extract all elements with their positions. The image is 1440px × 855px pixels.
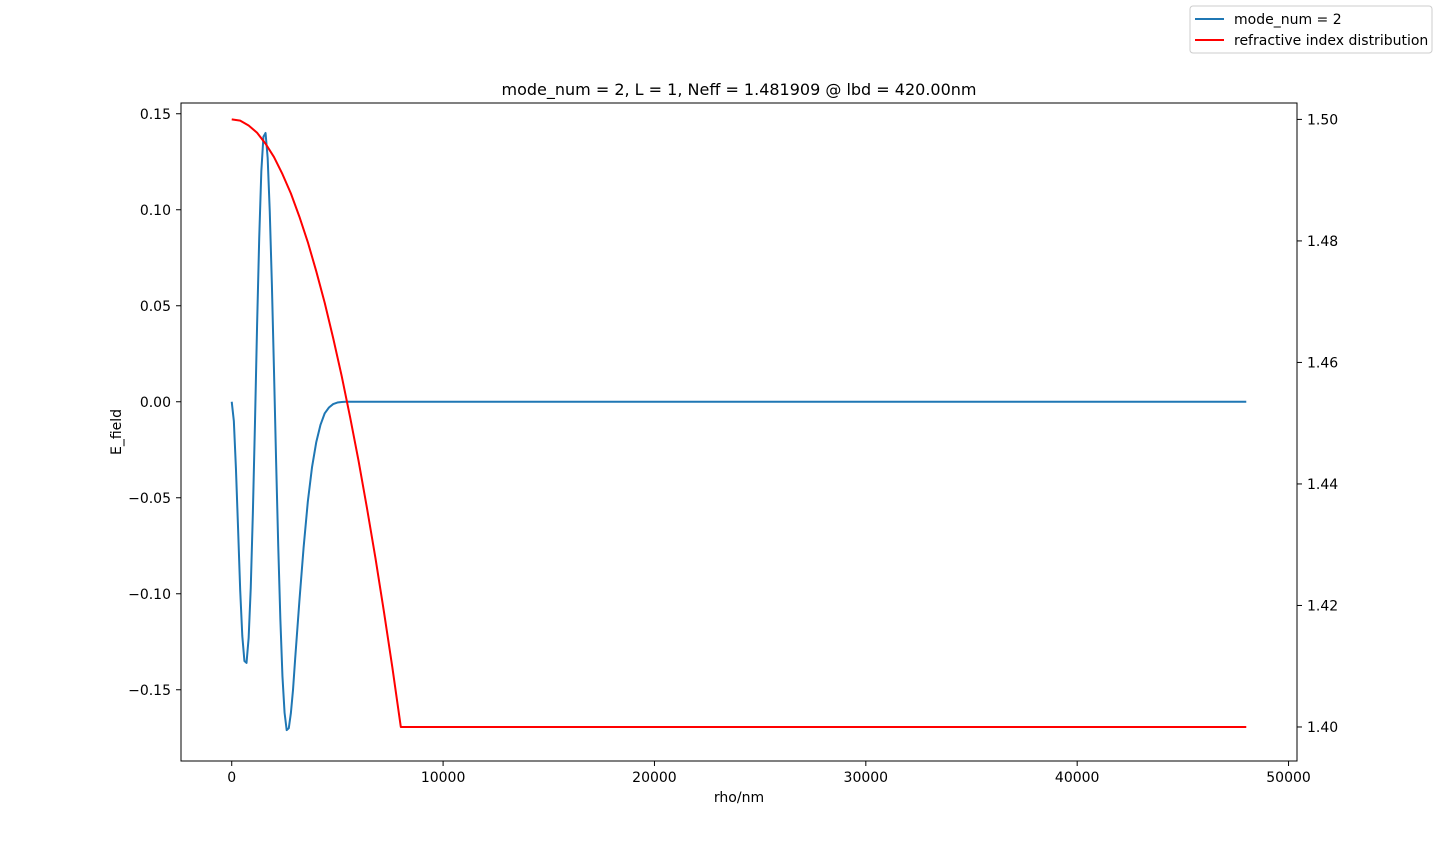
x-tick-label: 30000 — [844, 770, 889, 786]
x-tick-label: 40000 — [1055, 770, 1100, 786]
plot-area — [180, 102, 1298, 762]
series-line-2 — [231, 118, 1247, 728]
y-tick-label: −0.10 — [128, 587, 171, 603]
y2-tick-label: 1.50 — [1307, 112, 1338, 128]
y-tick-label: 0.05 — [140, 299, 171, 315]
y-axis-left: −0.15 −0.10 −0.05 0.00 0.05 0.10 0.15 — [128, 107, 181, 699]
chart-title: mode_num = 2, L = 1, Neff = 1.481909 @ l… — [502, 80, 977, 100]
x-tick-label: 20000 — [632, 770, 677, 786]
y-tick-label: 0.10 — [140, 203, 171, 219]
legend-label: refractive index distribution — [1234, 33, 1428, 49]
legend-box — [1189, 5, 1433, 54]
y-tick-label: 0.15 — [140, 107, 171, 123]
y-tick-label: −0.15 — [128, 683, 171, 699]
x-tick-label: 50000 — [1266, 770, 1311, 786]
y-tick-label: −0.05 — [128, 491, 171, 507]
plot-frame — [180, 102, 1298, 762]
y2-tick-label: 1.40 — [1307, 720, 1338, 736]
y-axis-label: E_field — [109, 409, 125, 455]
y-axis-right: 1.40 1.42 1.44 1.46 1.48 1.50 — [1297, 112, 1338, 736]
legend-label: mode_num = 2 — [1234, 12, 1342, 28]
x-axis-label: rho/nm — [714, 790, 764, 806]
series-line-1 — [230, 131, 1247, 732]
x-tick-label: 0 — [227, 770, 236, 786]
x-axis: 0 10000 20000 30000 40000 50000 — [227, 761, 1311, 786]
legend: mode_num = 2 refractive index distributio… — [1189, 5, 1433, 54]
x-tick-label: 10000 — [421, 770, 466, 786]
y2-tick-label: 1.42 — [1307, 598, 1338, 614]
y-tick-label: 0.00 — [140, 395, 171, 411]
y2-tick-label: 1.48 — [1307, 234, 1338, 250]
y2-tick-label: 1.46 — [1307, 355, 1338, 371]
y2-tick-label: 1.44 — [1307, 477, 1338, 493]
